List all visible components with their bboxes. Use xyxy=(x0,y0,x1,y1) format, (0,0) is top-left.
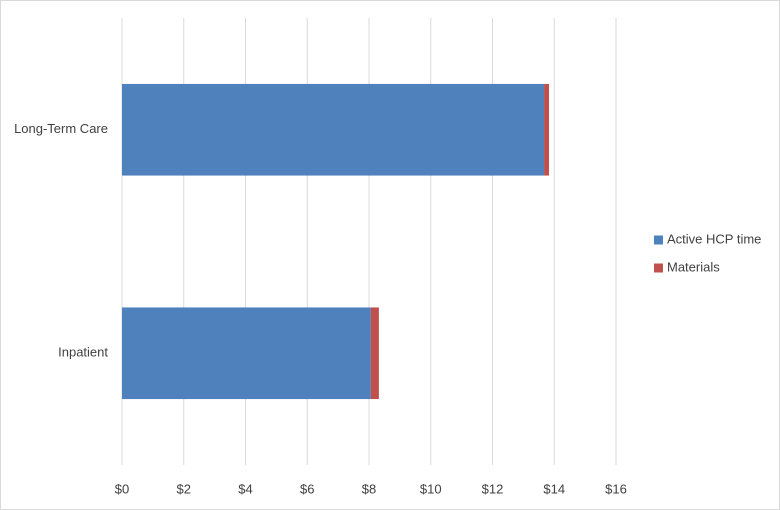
x-tick-label: $0 xyxy=(115,481,129,496)
bar-segment xyxy=(544,83,550,176)
x-tick-label: $10 xyxy=(420,481,442,496)
legend-swatch xyxy=(654,263,663,273)
bar-segment xyxy=(370,307,379,400)
x-tick-label: $2 xyxy=(177,481,191,496)
x-tick-label: $8 xyxy=(362,481,376,496)
y-tick-label: Long-Term Care xyxy=(14,121,108,136)
bar-segment xyxy=(122,307,371,400)
x-tick-label: $4 xyxy=(238,481,252,496)
y-tick-label: Inpatient xyxy=(58,345,108,360)
bar-segment xyxy=(122,83,545,176)
x-tick-label: $16 xyxy=(605,481,627,496)
legend-label: Materials xyxy=(667,259,720,274)
x-tick-label: $6 xyxy=(300,481,314,496)
legend-swatch xyxy=(654,235,663,245)
legend-label: Active HCP time xyxy=(667,231,761,246)
x-tick-label: $12 xyxy=(482,481,504,496)
x-tick-label: $14 xyxy=(543,481,565,496)
